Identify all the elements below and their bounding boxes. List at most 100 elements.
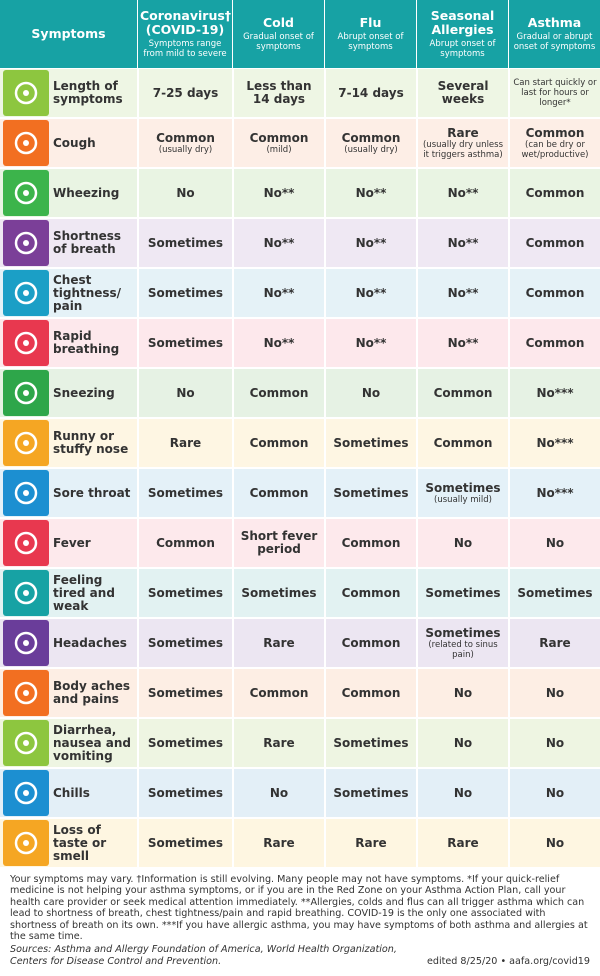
cell: Rare: [232, 719, 324, 767]
cell-note: (usually mild): [434, 494, 492, 505]
header-subtitle: Abrupt onset of symptoms: [337, 32, 404, 52]
cell: Common: [416, 369, 508, 417]
cell-text: No**: [355, 235, 387, 250]
cell: No: [508, 519, 600, 567]
cell: Rare: [508, 619, 600, 667]
icon-glyph: [14, 631, 38, 655]
symptom-icon: [3, 670, 49, 716]
cell: Sometimes: [137, 269, 232, 317]
symptom-label: Rapid breathing: [53, 329, 120, 356]
edited: edited 8/25/20 • aafa.org/covid19: [426, 955, 590, 967]
cell-text: No: [176, 385, 195, 400]
icon-glyph: [14, 131, 38, 155]
cell: Rare: [232, 619, 324, 667]
cell: Sometimes: [137, 569, 232, 617]
symptom-label: Cough: [53, 135, 96, 150]
cell: Common: [232, 369, 324, 417]
header-subtitle: Gradual or abrupt onset of symptoms: [513, 32, 596, 52]
cell: Rare (usually dry unless it triggers asth…: [416, 119, 508, 167]
cell-note: (can be dry or wet/productive): [521, 139, 589, 160]
icon-glyph: [14, 581, 38, 605]
cell: Common: [324, 519, 416, 567]
cell-text: Common: [249, 435, 309, 450]
cell: Common: [137, 519, 232, 567]
cell-text: No**: [447, 285, 479, 300]
cell: Common: [508, 269, 600, 317]
cell-text: Common: [525, 125, 585, 140]
cell: Sometimes: [137, 319, 232, 367]
cell: Rare: [416, 819, 508, 867]
cell-text: Common: [525, 335, 585, 350]
cell-text: Rare: [263, 735, 295, 750]
cell-text: Rare: [263, 635, 295, 650]
icon-glyph: [14, 731, 38, 755]
cell: Sometimes: [137, 719, 232, 767]
cell-text: Common: [156, 535, 215, 550]
symptom-label: Wheezing: [53, 185, 120, 200]
cell: No**: [232, 219, 324, 267]
cell-text: Sometimes: [333, 735, 409, 750]
header-title: Coronavirus† (COVID-19): [140, 8, 232, 37]
cell: No**: [324, 269, 416, 317]
header-cell: Asthma Gradual or abrupt onset of symptom…: [508, 0, 600, 68]
cell: No**: [324, 319, 416, 367]
cell-text: No: [361, 385, 381, 400]
symptom-label: Shortness of breath: [53, 229, 122, 256]
icon-glyph: [14, 681, 38, 705]
cell: No***: [508, 369, 600, 417]
cell: Sometimes: [324, 719, 416, 767]
cell-text: No**: [263, 185, 295, 200]
cell: No**: [232, 319, 324, 367]
cell-text: Sometimes: [147, 735, 224, 750]
cell: Sometimes: [137, 769, 232, 817]
icon-glyph: [14, 231, 38, 255]
symptom-label: Feeling tired and weak: [53, 572, 115, 613]
header-cell: Coronavirus† (COVID-19) Symptoms range fr…: [137, 0, 232, 68]
header: Symptoms Coronavirus† (COVID-19) Symptoms…: [0, 0, 600, 68]
symptom-label: Headaches: [53, 635, 127, 650]
cell-text: Common: [525, 185, 585, 200]
cell-text: 7-14 days: [338, 85, 404, 100]
cell-text: No: [545, 685, 565, 700]
cell-text: Sometimes: [241, 585, 317, 600]
cell: Sometimes (usually mild): [416, 469, 508, 517]
cell-text: No***: [536, 485, 574, 500]
cell: Less than 14 days: [232, 69, 324, 117]
cell-note: Can start quickly or last for hours or l…: [513, 78, 597, 108]
cell-text: Sometimes: [425, 585, 501, 600]
symptom-label: Fever: [53, 535, 91, 550]
cell-text: No**: [263, 335, 295, 350]
cell-text: Common: [341, 130, 401, 145]
cell: Sometimes: [137, 469, 232, 517]
cell: Common: [324, 669, 416, 717]
cell: No: [137, 369, 232, 417]
cell: Rare: [137, 419, 232, 467]
symptom-row: Runny or stuffy nose Rare Common Sometimes C…: [0, 419, 600, 467]
symptom-icon: [3, 820, 49, 866]
cell: 7-14 days: [324, 69, 416, 117]
cell: No: [508, 719, 600, 767]
cell: No**: [324, 219, 416, 267]
cell: Common (usually dry): [137, 119, 232, 167]
symptom-row: Length of symptoms 7-25 days Less than 14 …: [0, 69, 600, 117]
cell-text: No**: [263, 235, 295, 250]
symptom-row: Wheezing No No** No** No** Common: [0, 169, 600, 217]
cell-text: Common: [341, 585, 401, 600]
cell: No: [416, 719, 508, 767]
icon-glyph: [14, 831, 38, 855]
cell: No**: [416, 169, 508, 217]
cell: No: [324, 369, 416, 417]
symptom-icon: [3, 770, 49, 816]
icon-glyph: [14, 331, 38, 355]
cell-text: Common: [525, 235, 585, 250]
header-subtitle: Gradual onset of symptoms: [243, 32, 314, 52]
cell: No**: [232, 169, 324, 217]
cell: Sometimes: [324, 469, 416, 517]
cell-text: Sometimes: [425, 480, 501, 495]
cell: 7-25 days: [137, 69, 232, 117]
cell-text: Sometimes: [333, 785, 409, 800]
cell: No: [137, 169, 232, 217]
footer: Your symptoms may vary. †Information is …: [0, 868, 600, 976]
cell: Sometimes: [324, 419, 416, 467]
footnote: Your symptoms may vary. †Information is …: [10, 874, 588, 943]
